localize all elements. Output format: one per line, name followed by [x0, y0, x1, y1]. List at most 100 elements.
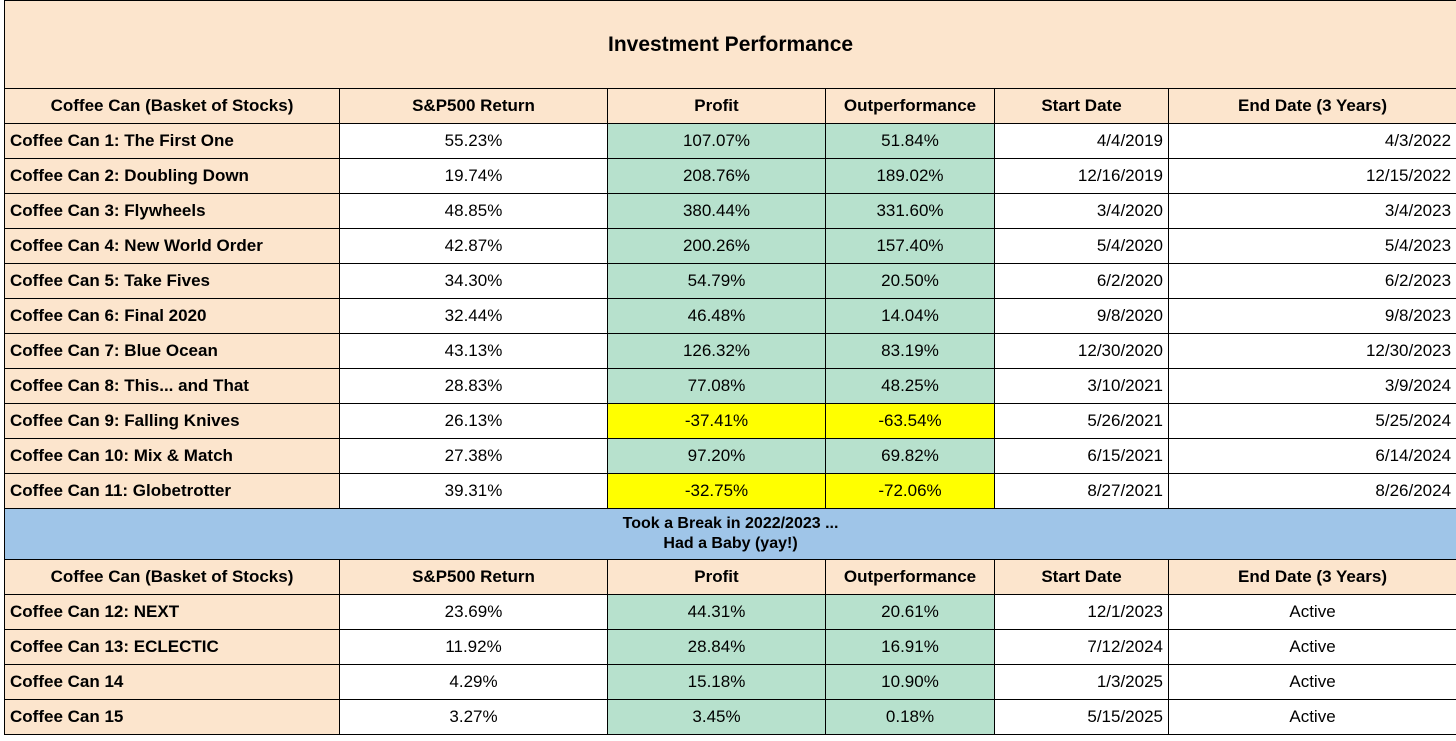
cell-end-date[interactable]: Active	[1167, 699, 1456, 735]
col-header-outperformance[interactable]: Outperformance	[825, 88, 995, 124]
cell-outperformance[interactable]: 48.25%	[825, 368, 995, 404]
col-header-sp500[interactable]: S&P500 Return	[339, 559, 608, 595]
cell-outperformance[interactable]: 10.90%	[825, 664, 995, 700]
sheet-title[interactable]: Investment Performance	[3, 0, 1456, 89]
cell-end-date[interactable]: Active	[1167, 664, 1456, 700]
cell-name[interactable]: Coffee Can 3: Flywheels	[4, 193, 340, 229]
cell-start-date[interactable]: 12/16/2019	[994, 158, 1169, 194]
cell-start-date[interactable]: 3/10/2021	[994, 368, 1169, 404]
cell-sp500-return[interactable]: 34.30%	[339, 263, 608, 299]
cell-outperformance[interactable]: 189.02%	[825, 158, 995, 194]
col-header-start-date[interactable]: Start Date	[994, 88, 1169, 124]
cell-name[interactable]: Coffee Can 14	[4, 664, 340, 700]
cell-name[interactable]: Coffee Can 2: Doubling Down	[4, 158, 340, 194]
cell-start-date[interactable]: 8/27/2021	[994, 473, 1169, 509]
cell-end-date[interactable]: 9/8/2023	[1167, 298, 1456, 334]
cell-profit[interactable]: 3.45%	[607, 699, 826, 735]
cell-start-date[interactable]: 9/8/2020	[994, 298, 1169, 334]
cell-name[interactable]: Coffee Can 5: Take Fives	[4, 263, 340, 299]
cell-profit[interactable]: -37.41%	[607, 403, 826, 439]
cell-start-date[interactable]: 1/3/2025	[994, 664, 1169, 700]
cell-outperformance[interactable]: 0.18%	[825, 699, 995, 735]
cell-outperformance[interactable]: 20.61%	[825, 594, 995, 630]
cell-sp500-return[interactable]: 26.13%	[339, 403, 608, 439]
cell-sp500-return[interactable]: 43.13%	[339, 333, 608, 369]
cell-sp500-return[interactable]: 19.74%	[339, 158, 608, 194]
cell-end-date[interactable]: 12/30/2023	[1167, 333, 1456, 369]
cell-outperformance[interactable]: -72.06%	[825, 473, 995, 509]
cell-sp500-return[interactable]: 48.85%	[339, 193, 608, 229]
col-header-end-date[interactable]: End Date (3 Years)	[1167, 559, 1456, 595]
cell-profit[interactable]: 200.26%	[607, 228, 826, 264]
cell-name[interactable]: Coffee Can 12: NEXT	[4, 594, 340, 630]
col-header-profit[interactable]: Profit	[607, 559, 826, 595]
cell-sp500-return[interactable]: 4.29%	[339, 664, 608, 700]
cell-profit[interactable]: 107.07%	[607, 123, 826, 159]
cell-name[interactable]: Coffee Can 8: This... and That	[4, 368, 340, 404]
cell-outperformance[interactable]: 51.84%	[825, 123, 995, 159]
cell-start-date[interactable]: 5/15/2025	[994, 699, 1169, 735]
cell-start-date[interactable]: 12/30/2020	[994, 333, 1169, 369]
cell-start-date[interactable]: 12/1/2023	[994, 594, 1169, 630]
break-note-cell[interactable]: Took a Break in 2022/2023 ... Had a Baby…	[3, 508, 1456, 560]
cell-outperformance[interactable]: 16.91%	[825, 629, 995, 665]
cell-name[interactable]: Coffee Can 13: ECLECTIC	[4, 629, 340, 665]
cell-sp500-return[interactable]: 42.87%	[339, 228, 608, 264]
cell-profit[interactable]: 28.84%	[607, 629, 826, 665]
cell-outperformance[interactable]: 14.04%	[825, 298, 995, 334]
cell-start-date[interactable]: 5/4/2020	[994, 228, 1169, 264]
cell-name[interactable]: Coffee Can 15	[4, 699, 340, 735]
cell-sp500-return[interactable]: 39.31%	[339, 473, 608, 509]
cell-sp500-return[interactable]: 27.38%	[339, 438, 608, 474]
col-header-profit[interactable]: Profit	[607, 88, 826, 124]
cell-end-date[interactable]: Active	[1167, 594, 1456, 630]
cell-end-date[interactable]: 5/25/2024	[1167, 403, 1456, 439]
cell-name[interactable]: Coffee Can 7: Blue Ocean	[4, 333, 340, 369]
cell-profit[interactable]: 54.79%	[607, 263, 826, 299]
cell-name[interactable]: Coffee Can 4: New World Order	[4, 228, 340, 264]
cell-profit[interactable]: 46.48%	[607, 298, 826, 334]
cell-outperformance[interactable]: -63.54%	[825, 403, 995, 439]
col-header-name[interactable]: Coffee Can (Basket of Stocks)	[4, 559, 340, 595]
cell-name[interactable]: Coffee Can 9: Falling Knives	[4, 403, 340, 439]
cell-sp500-return[interactable]: 11.92%	[339, 629, 608, 665]
col-header-start-date[interactable]: Start Date	[994, 559, 1169, 595]
cell-end-date[interactable]: 6/14/2024	[1167, 438, 1456, 474]
cell-name[interactable]: Coffee Can 6: Final 2020	[4, 298, 340, 334]
col-header-outperformance[interactable]: Outperformance	[825, 559, 995, 595]
cell-profit[interactable]: -32.75%	[607, 473, 826, 509]
col-header-name[interactable]: Coffee Can (Basket of Stocks)	[4, 88, 340, 124]
cell-profit[interactable]: 208.76%	[607, 158, 826, 194]
cell-profit[interactable]: 44.31%	[607, 594, 826, 630]
cell-end-date[interactable]: 3/4/2023	[1167, 193, 1456, 229]
cell-start-date[interactable]: 5/26/2021	[994, 403, 1169, 439]
cell-start-date[interactable]: 6/15/2021	[994, 438, 1169, 474]
cell-end-date[interactable]: 8/26/2024	[1167, 473, 1456, 509]
col-header-sp500[interactable]: S&P500 Return	[339, 88, 608, 124]
cell-profit[interactable]: 15.18%	[607, 664, 826, 700]
cell-sp500-return[interactable]: 3.27%	[339, 699, 608, 735]
cell-start-date[interactable]: 7/12/2024	[994, 629, 1169, 665]
cell-profit[interactable]: 77.08%	[607, 368, 826, 404]
cell-end-date[interactable]: Active	[1167, 629, 1456, 665]
cell-name[interactable]: Coffee Can 11: Globetrotter	[4, 473, 340, 509]
col-header-end-date[interactable]: End Date (3 Years)	[1167, 88, 1456, 124]
cell-outperformance[interactable]: 69.82%	[825, 438, 995, 474]
cell-start-date[interactable]: 4/4/2019	[994, 123, 1169, 159]
cell-end-date[interactable]: 6/2/2023	[1167, 263, 1456, 299]
cell-name[interactable]: Coffee Can 1: The First One	[4, 123, 340, 159]
cell-sp500-return[interactable]: 23.69%	[339, 594, 608, 630]
cell-start-date[interactable]: 3/4/2020	[994, 193, 1169, 229]
cell-profit[interactable]: 380.44%	[607, 193, 826, 229]
cell-outperformance[interactable]: 20.50%	[825, 263, 995, 299]
cell-sp500-return[interactable]: 28.83%	[339, 368, 608, 404]
cell-profit[interactable]: 126.32%	[607, 333, 826, 369]
cell-end-date[interactable]: 3/9/2024	[1167, 368, 1456, 404]
cell-sp500-return[interactable]: 32.44%	[339, 298, 608, 334]
cell-end-date[interactable]: 12/15/2022	[1167, 158, 1456, 194]
cell-outperformance[interactable]: 331.60%	[825, 193, 995, 229]
cell-outperformance[interactable]: 157.40%	[825, 228, 995, 264]
cell-end-date[interactable]: 5/4/2023	[1167, 228, 1456, 264]
cell-name[interactable]: Coffee Can 10: Mix & Match	[4, 438, 340, 474]
cell-sp500-return[interactable]: 55.23%	[339, 123, 608, 159]
